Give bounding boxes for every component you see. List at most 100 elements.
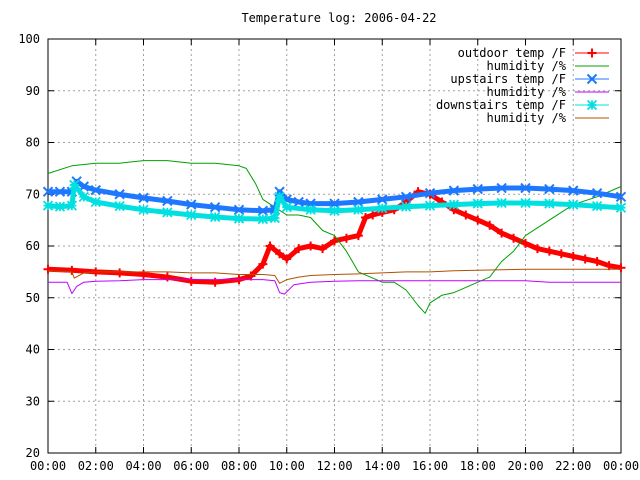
chart-title: Temperature log: 2006-04-22 [241, 11, 436, 25]
y-tick-label: 40 [26, 343, 40, 357]
y-tick-label: 100 [18, 32, 40, 46]
x-tick-label: 14:00 [364, 459, 400, 473]
data-point [281, 202, 292, 213]
data-point [162, 195, 173, 207]
data-point [257, 205, 269, 217]
data-point [257, 213, 269, 225]
data-point [293, 196, 304, 208]
data-point [114, 201, 125, 212]
legend-label: upstairs temp /F [450, 72, 566, 86]
data-point [377, 194, 388, 205]
data-point [67, 265, 77, 275]
data-point [330, 236, 339, 246]
data-point [114, 189, 125, 200]
data-point [472, 183, 483, 195]
data-point [209, 211, 221, 223]
data-point [532, 244, 542, 254]
data-point [377, 203, 388, 214]
data-point [353, 196, 364, 208]
data-point [353, 231, 363, 241]
legend-marker [587, 48, 597, 58]
data-point [78, 191, 89, 202]
plot-area [42, 160, 627, 314]
plot-border [47, 38, 622, 454]
data-point [568, 251, 578, 261]
data-point [282, 254, 292, 264]
y-tick-label: 60 [26, 239, 40, 253]
data-point [568, 185, 579, 196]
legend-label: humidity /% [487, 111, 567, 125]
legend-entry: outdoor temp /F [458, 46, 609, 60]
y-tick-label: 90 [26, 84, 40, 98]
data-point [604, 261, 614, 271]
data-point [138, 204, 149, 215]
data-point [42, 186, 54, 197]
gridlines [48, 39, 621, 453]
data-point [361, 213, 371, 223]
data-point [615, 202, 627, 213]
y-tick-label: 80 [26, 136, 40, 150]
legend-entry: humidity /% [487, 59, 609, 73]
data-point [258, 259, 268, 269]
x-tick-label: 20:00 [507, 459, 543, 473]
data-point [265, 241, 275, 251]
data-point [592, 257, 602, 267]
data-point [544, 246, 554, 256]
data-point [368, 210, 378, 220]
data-point [115, 268, 125, 278]
data-point [246, 271, 256, 281]
data-point [233, 204, 245, 215]
data-point [353, 204, 364, 215]
y-tick-label: 50 [26, 291, 40, 305]
data-point [568, 199, 579, 210]
series-line [47, 160, 622, 314]
data-point [341, 233, 351, 243]
data-point [274, 191, 285, 202]
data-point [400, 191, 412, 203]
y-tick-label: 30 [26, 394, 40, 408]
data-point [485, 220, 495, 230]
data-point [162, 272, 172, 282]
legend-entry: upstairs temp /F [450, 72, 609, 86]
data-point [544, 198, 555, 209]
data-point [318, 244, 328, 254]
data-point [54, 201, 66, 212]
y-tick-label: 20 [26, 446, 40, 460]
series-6 [47, 268, 621, 284]
x-tick-label: 00:00 [30, 459, 66, 473]
legend-label: downstairs temp /F [436, 98, 566, 112]
data-point [186, 276, 196, 286]
data-point [424, 200, 436, 211]
data-point [306, 241, 316, 251]
data-point [615, 191, 627, 203]
legend-entry: downstairs temp /F [436, 98, 609, 112]
data-point [90, 196, 101, 208]
data-point [448, 185, 460, 196]
data-point [448, 199, 460, 210]
legend-marker [586, 99, 598, 111]
data-point [509, 233, 519, 243]
data-point [139, 269, 148, 279]
data-point [591, 201, 603, 212]
data-point [186, 199, 197, 210]
x-tick-label: 08:00 [221, 459, 257, 473]
x-tick-label: 02:00 [78, 459, 114, 473]
data-point [233, 213, 245, 224]
data-point [209, 201, 221, 213]
x-tick-label: 18:00 [460, 459, 496, 473]
data-point [43, 264, 53, 274]
series-4 [48, 279, 621, 295]
data-point [461, 210, 471, 220]
x-tick-label: 12:00 [316, 459, 352, 473]
data-point [275, 249, 285, 259]
legend-label: outdoor temp /F [458, 46, 566, 60]
x-tick-label: 10:00 [269, 459, 305, 473]
data-point [580, 254, 590, 264]
data-point [497, 228, 507, 238]
series-2 [47, 160, 622, 314]
data-point [42, 200, 54, 211]
data-point [138, 192, 149, 204]
data-point [186, 209, 197, 221]
